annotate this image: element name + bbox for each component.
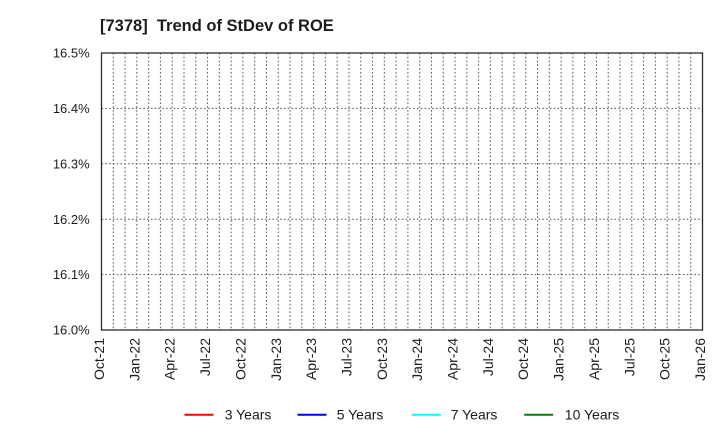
svg-text:10 Years: 10 Years	[565, 407, 620, 423]
svg-text:Apr-22: Apr-22	[162, 338, 178, 380]
svg-text:16.0%: 16.0%	[53, 323, 90, 338]
svg-text:Jul-23: Jul-23	[338, 338, 354, 376]
svg-text:Apr-25: Apr-25	[586, 338, 602, 380]
svg-text:16.5%: 16.5%	[53, 46, 90, 61]
svg-text:Jan-24: Jan-24	[409, 338, 425, 381]
svg-text:7 Years: 7 Years	[451, 407, 498, 423]
svg-text:Oct-25: Oct-25	[657, 338, 673, 380]
svg-text:Jul-22: Jul-22	[197, 338, 213, 376]
svg-text:Jan-26: Jan-26	[692, 338, 708, 381]
svg-text:Jul-24: Jul-24	[480, 338, 496, 376]
svg-text:16.4%: 16.4%	[53, 101, 90, 116]
svg-text:5 Years: 5 Years	[337, 407, 384, 423]
svg-text:16.1%: 16.1%	[53, 267, 90, 282]
svg-text:Jan-22: Jan-22	[126, 338, 142, 381]
svg-text:Apr-23: Apr-23	[303, 338, 319, 380]
svg-text:Oct-24: Oct-24	[515, 338, 531, 380]
svg-text:Oct-21: Oct-21	[91, 338, 107, 380]
svg-text:Jul-25: Jul-25	[621, 338, 637, 376]
svg-text:Jan-25: Jan-25	[551, 338, 567, 381]
svg-text:[7378] Trend of StDev of ROE: [7378] Trend of StDev of ROE	[100, 17, 334, 35]
svg-text:Apr-24: Apr-24	[445, 338, 461, 380]
svg-text:Jan-23: Jan-23	[268, 338, 284, 381]
svg-text:3 Years: 3 Years	[225, 407, 272, 423]
svg-text:Oct-22: Oct-22	[232, 338, 248, 380]
svg-text:16.3%: 16.3%	[53, 156, 90, 171]
svg-text:16.2%: 16.2%	[53, 212, 90, 227]
svg-text:Oct-23: Oct-23	[374, 338, 390, 380]
